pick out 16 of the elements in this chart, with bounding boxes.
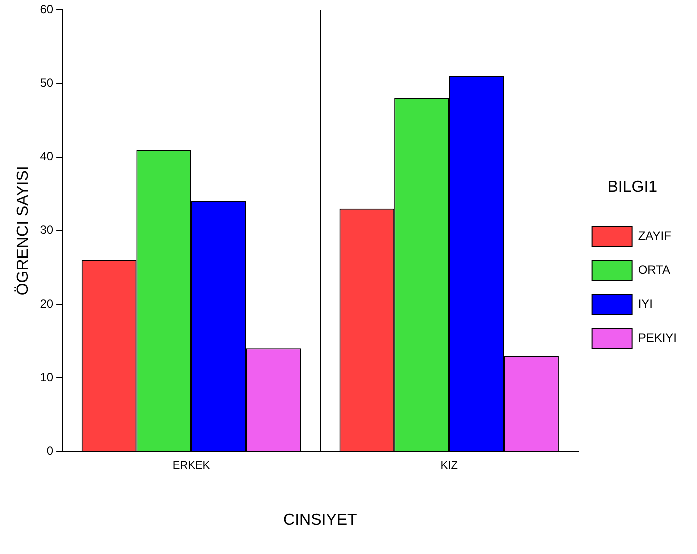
y-tick-label: 40 [40, 150, 54, 164]
legend-label: ORTA [638, 262, 671, 277]
y-tick-label: 50 [40, 76, 54, 90]
legend-title: BILGI1 [608, 178, 658, 196]
y-tick-label: 0 [46, 444, 54, 458]
y-axis-title: ÖGRENCI SAYISI [14, 166, 32, 296]
x-axis-title: CINSIYET [284, 512, 358, 529]
legend-label: IYI [638, 296, 653, 311]
legend-label: ZAYIF [638, 228, 672, 243]
x-tick-label: KIZ [440, 460, 458, 472]
y-tick-label: 20 [40, 296, 54, 311]
x-tick-label: ERKEK [172, 460, 211, 472]
y-tick-label: 10 [40, 370, 54, 384]
legend-label: PEKIYI [638, 330, 678, 345]
y-tick-label: 30 [40, 223, 54, 238]
y-tick-label: 60 [40, 2, 54, 17]
